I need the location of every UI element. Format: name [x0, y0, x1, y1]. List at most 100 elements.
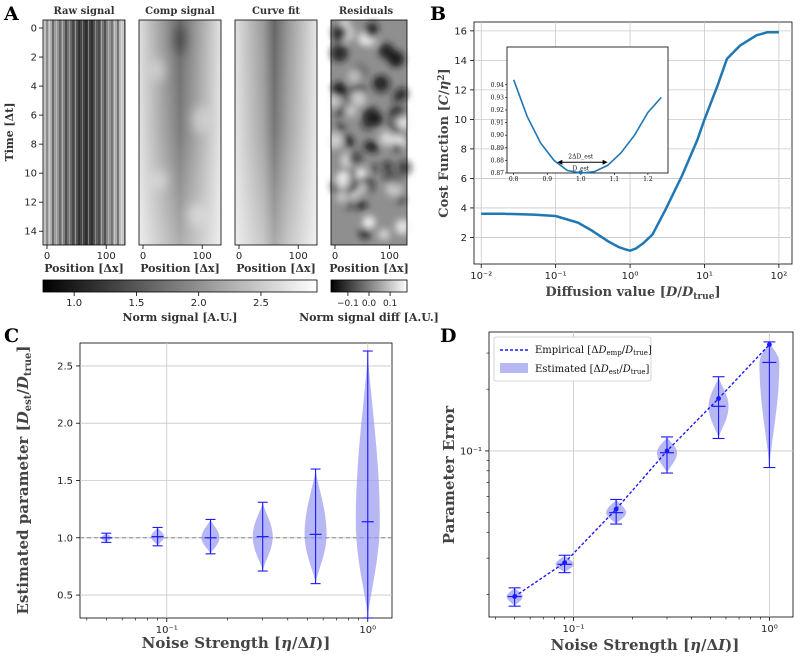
panel-c-xtick-label: 10⁻¹ [156, 625, 178, 636]
colorbar1-tick-label: 1.5 [128, 298, 144, 309]
inset-ytick-label: 0.90 [491, 132, 505, 139]
panel-c-xtick-label: 10⁰ [359, 625, 376, 636]
empirical-point [766, 342, 772, 347]
panel-d-ticks: 10⁻¹ 10⁰ 10⁻¹ [460, 352, 778, 635]
panel-b-ylabel: Cost Function [C/η2] [437, 68, 452, 217]
heatmap-comp-signal [138, 19, 222, 246]
panel-a-y-ticks: 0 2 4 6 8 10 12 14 [24, 24, 43, 238]
inset-cost-line [512, 79, 662, 174]
panel-c-ytick-label: 1.0 [57, 533, 73, 544]
empirical-point [664, 448, 670, 454]
inset-xtick-label: 1.0 [576, 176, 586, 183]
empirical-point [716, 396, 721, 401]
colorbar1-tick-label: 1.0 [66, 298, 82, 309]
panel-d-legend: Empirical [ΔDemp/Dtrue] Estimated [ΔDest… [493, 336, 652, 382]
panel-b-ytick-label: 12 [454, 85, 467, 96]
panel-a-xlabel: Position [Δx] [236, 262, 316, 275]
inset-annotation-dest: D_est [572, 165, 589, 172]
inset-minimum-marker [578, 170, 583, 175]
panel-a-ytick-label: 6 [31, 111, 37, 122]
panel-c: C 10⁻¹ 10⁰ 0.5 1.0 1.5 2.0 2.5 Noise Strength … [4, 325, 393, 652]
panel-b-ytick-label: 8 [461, 144, 467, 155]
panel-a-xlabel: Position [Δx] [140, 262, 220, 275]
inset-xtick-label: 1.2 [643, 176, 653, 183]
panel-a-xtick-label: 0 [44, 251, 50, 262]
panel-b-ticks: 10⁻² 10⁻¹ 10⁰ 10¹ 10² 2 4 6 8 10 12 14 16 [454, 26, 787, 282]
title-curve-fit: Curve fit [252, 6, 300, 17]
panel-d-xtick-label: 10⁰ [761, 624, 778, 635]
panel-b-ytick-label: 14 [454, 56, 467, 67]
heatmap-curve-fit [234, 19, 318, 246]
inset-xtick-label: 1.1 [610, 176, 620, 183]
panel-c-xlabel: Noise Strength [η/ΔI)] [142, 634, 331, 652]
panel-a-xtick-label: 100 [289, 251, 308, 262]
inset-ytick-label: 0.88 [491, 157, 505, 164]
colorbar2-tick-label: −0.1 [337, 299, 359, 309]
panel-a-xlabel: Position [Δx] [329, 262, 409, 275]
panel-a-xtick-label: 100 [97, 251, 116, 262]
panel-c-ytick-label: 2.5 [57, 361, 73, 372]
colorbar2-tick-label: 0.1 [383, 299, 397, 309]
panel-b-xtick-label: 10⁰ [622, 271, 639, 282]
panel-d-xlabel: Noise Strength [η/ΔI)] [551, 636, 740, 654]
inset-arrow-left-head [557, 159, 563, 165]
colorbar2-tick-label: 0.0 [362, 299, 377, 309]
empirical-points [512, 342, 772, 599]
panel-a: A Raw signal Comp signal Curve fit Resid… [3, 3, 439, 324]
panel-c-violins [100, 350, 380, 619]
panel-c-ticks: 10⁻¹ 10⁰ 0.5 1.0 1.5 2.0 2.5 [57, 361, 376, 636]
panel-a-ytick-label: 4 [31, 82, 37, 93]
panel-a-xtick-label: 0 [332, 251, 338, 262]
colorbar1-tick-label: 2.0 [191, 298, 207, 309]
panel-d-xtick-label: 10⁻¹ [563, 624, 585, 635]
panel-a-ytick-label: 12 [24, 198, 37, 209]
panel-a-xtick-label: 0 [236, 251, 242, 262]
panel-c-label: C [4, 325, 19, 347]
legend-estimated-swatch [500, 363, 528, 373]
panel-b-ytick-label: 2 [461, 233, 467, 244]
empirical-dotted-line [514, 344, 770, 598]
inset-ytick-label: 0.87 [491, 170, 505, 177]
inset-ytick-label: 0.92 [491, 107, 505, 114]
panel-b-xtick-label: 10¹ [696, 271, 713, 282]
panel-a-ytick-label: 2 [31, 53, 37, 64]
panel-d-ytick-label: 10⁻¹ [460, 446, 482, 457]
inset-xtick-label: 0.9 [542, 176, 552, 183]
panel-a-ytick-label: 0 [31, 24, 37, 35]
colorbar-norm-signal-label: Norm signal [A.U.] [122, 311, 237, 324]
inset-annotation-interval: 2ΔD_est [568, 153, 594, 160]
legend-empirical-label: Empirical [ΔDemp/Dtrue] [535, 345, 652, 357]
panel-c-ytick-label: 2.0 [57, 419, 73, 430]
panel-a-xtick-label: 100 [380, 251, 399, 262]
inset-xtick-label: 0.8 [509, 176, 519, 183]
title-residuals: Residuals [339, 6, 394, 17]
inset-ytick-label: 0.93 [491, 94, 505, 101]
legend-estimated-label: Estimated [ΔDest/Dtrue] [535, 364, 650, 376]
panel-b-ytick-label: 6 [461, 174, 467, 185]
panel-c-ytick-label: 0.5 [57, 591, 73, 602]
panel-b-ytick-label: 4 [461, 203, 467, 214]
panel-b-xtick-label: 10⁻² [470, 271, 492, 282]
panel-d: D 10⁻¹ 10⁰ 10⁻¹ Noise Strength [η/ΔI)] Par… [440, 325, 794, 654]
panel-d-label: D [440, 325, 456, 347]
cost-function-line [481, 31, 779, 253]
title-comp-signal: Comp signal [145, 6, 215, 17]
heatmap-residuals [326, 17, 412, 246]
inset-arrow-right-head [602, 159, 608, 165]
panel-d-ylabel: Parameter Error [440, 405, 458, 544]
heatmap-raw-signal [42, 19, 126, 246]
panel-a-xlabel: Position [Δx] [44, 262, 124, 275]
empirical-point [512, 594, 518, 599]
colorbar1-tick-label: 2.5 [253, 298, 269, 309]
panel-b-xtick-label: 10⁻¹ [545, 271, 567, 282]
panel-b-xtick-label: 10² [771, 271, 788, 282]
inset-ytick-label: 0.91 [491, 120, 504, 127]
panel-b-ytick-label: 16 [454, 26, 467, 37]
panel-a-xtick-label: 0 [140, 251, 146, 262]
panel-c-ylabel: Estimated parameter [Dest/Dtrue] [14, 346, 34, 615]
title-raw-signal: Raw signal [53, 6, 114, 17]
colorbar-norm-signal-diff: −0.1 0.0 0.1 Norm signal diff [A.U.] [299, 279, 439, 324]
panel-a-ytick-label: 14 [24, 227, 37, 238]
